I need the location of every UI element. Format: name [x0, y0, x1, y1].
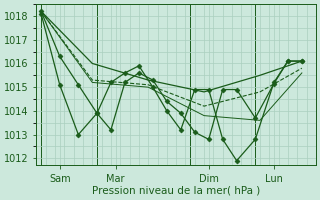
X-axis label: Pression niveau de la mer( hPa ): Pression niveau de la mer( hPa )	[92, 186, 260, 196]
